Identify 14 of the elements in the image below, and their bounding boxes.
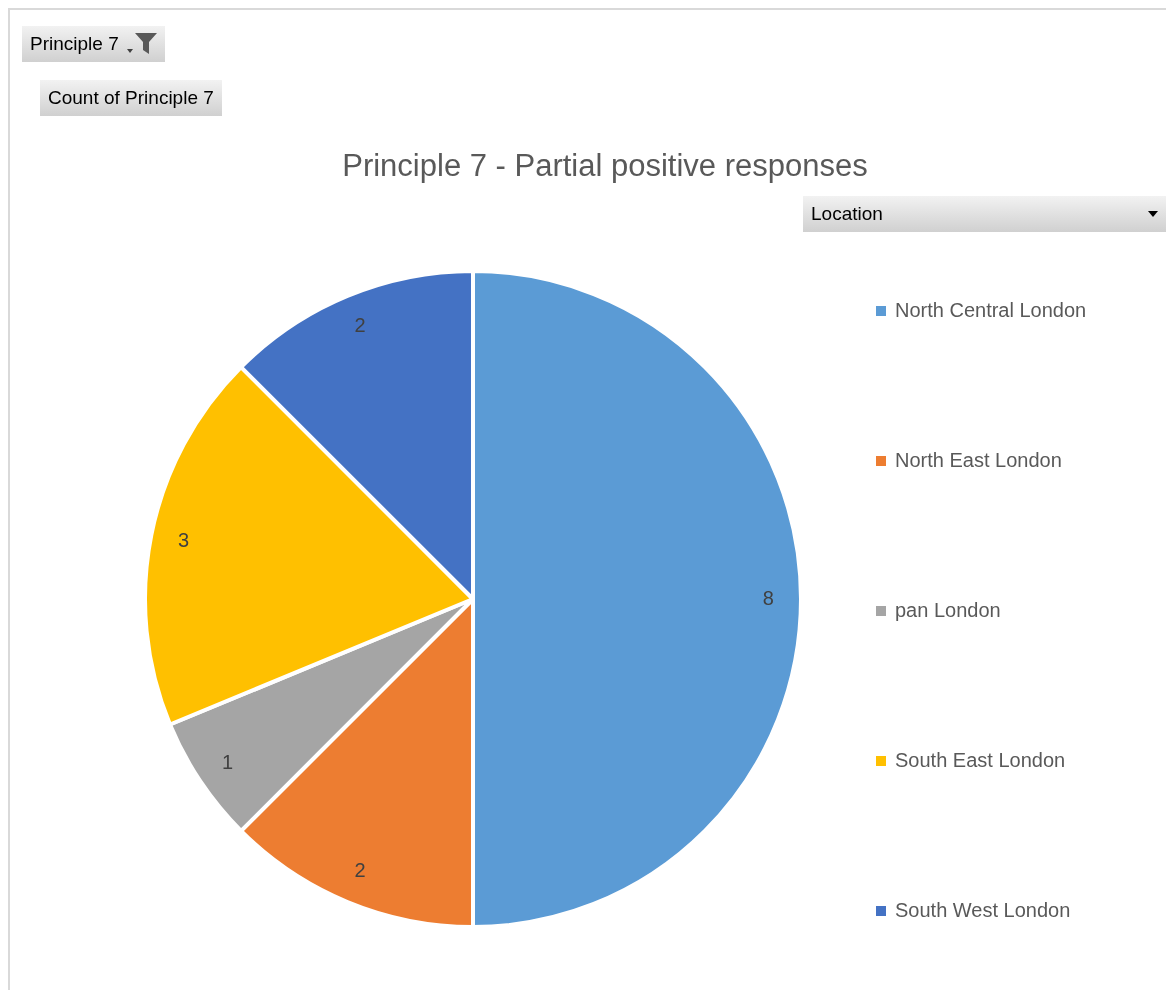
data-label: 1	[221, 750, 234, 773]
legend-label: South West London	[895, 899, 1071, 922]
data-label: 2	[354, 313, 366, 336]
legend-label: North East London	[895, 449, 1062, 472]
legend-title: Location	[811, 203, 883, 225]
data-label: 8	[762, 586, 774, 609]
legend-label: North Central London	[895, 299, 1087, 322]
legend-label: South East London	[895, 749, 1066, 772]
chart-title: Principle 7 - Partial positive responses	[341, 148, 869, 184]
legend-label: pan London	[895, 599, 1001, 622]
data-label: 3	[177, 528, 190, 551]
text: Count of Principle 7	[40, 80, 222, 116]
data-label: 2	[354, 859, 366, 882]
text: Principle 7	[30, 33, 119, 55]
